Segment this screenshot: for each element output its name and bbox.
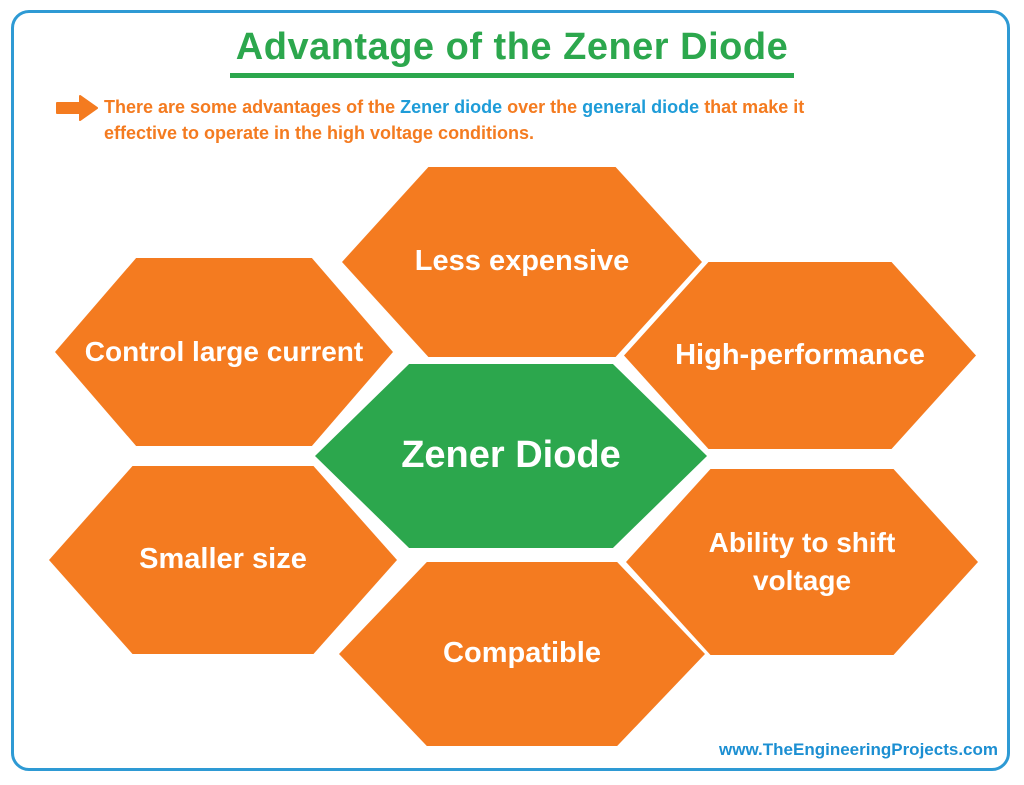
hexagon-label: Ability to shift voltage — [708, 527, 896, 596]
intro-line-2: effective to operate in the high voltage… — [104, 123, 535, 143]
hexagon-label: Less expensive — [414, 245, 630, 278]
hexagon-label: Control large current — [84, 336, 364, 368]
intro-text: There are some advantages of the — [104, 97, 401, 117]
header: Advantage of the Zener Diode — [0, 26, 1024, 78]
right-block-arrow-icon — [56, 95, 98, 121]
hexagon-compatible: Compatible — [339, 562, 705, 746]
intro-text: over the — [502, 97, 583, 117]
center-hexagon-label: Zener Diode — [401, 434, 621, 477]
intro-paragraph: There are some advantages of the Zener d… — [104, 94, 904, 146]
hexagon-label: Smaller size — [139, 543, 307, 576]
intro-text: that make it — [699, 97, 805, 117]
hexagon-label: Compatible — [443, 637, 601, 670]
page-title: Advantage of the Zener Diode — [229, 26, 795, 78]
hexagon-label: High-performance — [675, 338, 925, 371]
hexagon-smaller-size: Smaller size — [49, 466, 397, 654]
hexagon-less-expensive: Less expensive — [342, 167, 702, 357]
zener-diode-keyword: Zener diode — [400, 97, 503, 117]
website-url: www.TheEngineeringProjects.com — [719, 740, 998, 759]
hexagon-high-performance: High-performance — [624, 262, 976, 449]
intro-line-1: There are some advantages of the Zener d… — [104, 94, 904, 120]
hexagon-ability-to-shift-voltage: Ability to shift voltage — [626, 469, 978, 655]
hexagon-control-large-current: Control large current — [55, 258, 393, 446]
hexagon-zener-diode-center: Zener Diode — [315, 364, 707, 548]
general-diode-keyword: general diode — [582, 97, 700, 117]
